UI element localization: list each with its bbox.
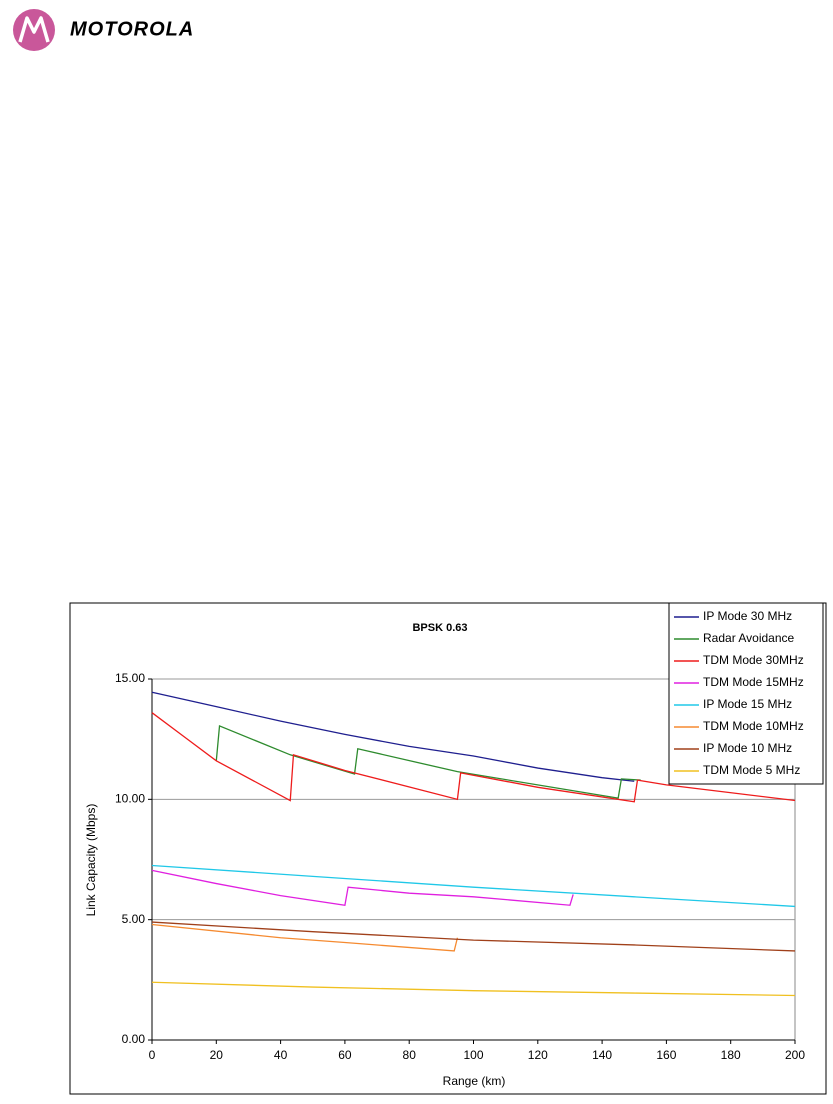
chart-title: BPSK 0.63 <box>412 622 467 634</box>
logo-mark <box>18 16 50 43</box>
series-line <box>151 712 796 803</box>
x-tick-label: 180 <box>721 1048 741 1062</box>
y-tick-label: 10.00 <box>115 792 145 806</box>
x-tick-label: 60 <box>338 1048 352 1062</box>
x-tick-label: 0 <box>149 1048 156 1062</box>
series-line <box>151 691 635 782</box>
legend-label: IP Mode 10 MHz <box>703 741 792 755</box>
series-line <box>151 864 796 908</box>
legend: IP Mode 30 MHz Radar Avoidance TDM Mode 30… <box>668 602 824 785</box>
logo: MOTOROLA <box>13 9 194 51</box>
x-tick-label: 80 <box>403 1048 417 1062</box>
x-axis-label: Range (km) <box>443 1074 506 1088</box>
series-line <box>151 923 459 952</box>
legend-label: IP Mode 30 MHz <box>703 609 792 623</box>
series-line <box>151 921 796 952</box>
series-line <box>215 724 641 799</box>
x-tick-label: 160 <box>656 1048 676 1062</box>
series-line <box>151 981 796 997</box>
series-line <box>151 869 574 906</box>
x-tick-label: 20 <box>210 1048 224 1062</box>
y-tick-label: 15.00 <box>115 671 145 685</box>
y-tick-label: 0.00 <box>122 1032 146 1046</box>
legend-box <box>668 602 824 785</box>
legend-label: TDM Mode 15MHz <box>703 675 804 689</box>
legend-label: Radar Avoidance <box>703 631 795 645</box>
x-tick-label: 140 <box>592 1048 612 1062</box>
legend-label: TDM Mode 5 MHz <box>703 763 800 777</box>
legend-label: TDM Mode 10MHz <box>703 719 804 733</box>
x-tick-label: 200 <box>785 1048 805 1062</box>
y-tick-label: 5.00 <box>122 912 146 926</box>
x-tick-label: 120 <box>528 1048 548 1062</box>
logo-text: MOTOROLA <box>70 18 194 40</box>
x-tick-label: 40 <box>274 1048 288 1062</box>
legend-label: TDM Mode 30MHz <box>703 653 804 667</box>
y-axis-label: Link Capacity (Mbps) <box>84 804 98 917</box>
x-tick-label: 100 <box>463 1048 483 1062</box>
legend-label: IP Mode 15 MHz <box>703 697 792 711</box>
